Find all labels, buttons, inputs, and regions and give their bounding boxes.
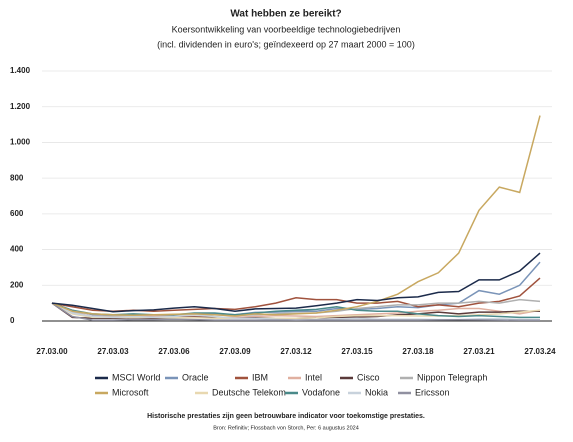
subtitle: (incl. dividenden in euro's; geïndexeerd… xyxy=(157,39,415,49)
y-tick-label: 800 xyxy=(10,173,24,182)
footnote: Bron: Refinitiv; Flossbach von Storch, P… xyxy=(213,425,359,431)
y-tick-label: 1.000 xyxy=(10,138,31,147)
y-tick-label: 1.200 xyxy=(10,102,31,111)
x-tick-label: 27.03.03 xyxy=(97,347,129,356)
y-tick-label: 600 xyxy=(10,209,24,218)
series-line xyxy=(51,252,541,313)
y-tick-label: 1.400 xyxy=(10,66,31,75)
legend-label: Ericsson xyxy=(415,387,450,397)
x-tick-label: 27.03.24 xyxy=(524,347,556,356)
x-tick-label: 27.03.21 xyxy=(463,347,495,356)
x-tick-label: 27.03.18 xyxy=(402,347,434,356)
legend-label: Cisco xyxy=(357,372,380,382)
legend-label: Oracle xyxy=(182,372,209,382)
x-tick-label: 27.03.15 xyxy=(341,347,373,356)
footnote: Historische prestaties zijn geen betrouw… xyxy=(147,413,425,420)
legend-label: Nippon Telegraph xyxy=(417,372,487,382)
x-tick-label: 27.03.00 xyxy=(36,347,68,356)
x-tick-label: 27.03.12 xyxy=(280,347,312,356)
chart-title: Wat hebben ze bereikt? xyxy=(230,9,341,20)
legend-label: Nokia xyxy=(365,387,388,397)
legend-label: IBM xyxy=(252,372,268,382)
legend-label: Intel xyxy=(305,372,322,382)
y-tick-label: 200 xyxy=(10,280,24,289)
x-tick-label: 27.03.09 xyxy=(219,347,251,356)
series-line xyxy=(51,302,540,322)
series-line xyxy=(51,115,541,317)
series-line xyxy=(51,302,540,319)
legend-label: Deutsche Telekom xyxy=(212,387,286,397)
legend-label: MSCI World xyxy=(112,372,160,382)
y-tick-label: 400 xyxy=(10,245,24,254)
y-tick-label: 0 xyxy=(10,316,15,325)
series-line xyxy=(51,302,541,320)
series-line xyxy=(51,277,541,312)
legend-label: Microsoft xyxy=(112,387,149,397)
subtitle: Koersontwikkeling van voorbeeldige techn… xyxy=(172,24,401,34)
legend-label: Vodafone xyxy=(302,387,340,397)
x-tick-label: 27.03.06 xyxy=(158,347,190,356)
